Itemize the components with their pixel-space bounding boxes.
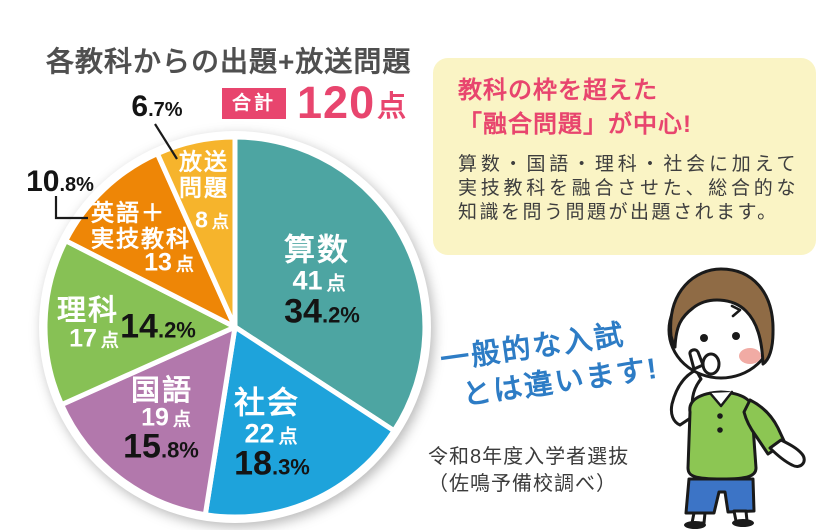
boy-extended-sleeve: [742, 398, 787, 456]
source-attribution: 令和8年度入学者選抜 （佐鳴予備校調べ）: [428, 444, 629, 498]
pie-slice-2: [59, 324, 238, 518]
info-heading-line2: 「融合問題」が中心!: [458, 111, 692, 138]
boy-blush: [739, 348, 761, 364]
boy-shorts: [684, 477, 756, 515]
info-box: 教科の枠を超えた 「融合問題」が中心! 算数・国語・理科・社会に加えて実技教科を…: [433, 58, 816, 255]
pie-slice-3: [42, 238, 238, 408]
pie-leader-line-4: [54, 196, 88, 220]
pie-leader-line-5: [154, 123, 178, 160]
boy-eye-right: [732, 332, 740, 340]
source-line1: 令和8年度入学者選抜: [428, 446, 630, 468]
total-score-row: 合計 120 点: [222, 77, 407, 128]
source-line2: （佐鳴予備校調べ）: [428, 473, 617, 495]
boy-collar: [708, 390, 734, 408]
boy-shoe-left: [684, 521, 706, 529]
total-badge: 合計: [222, 87, 287, 120]
boy-hair: [669, 267, 775, 366]
total-value: 120: [297, 77, 376, 128]
page-title: 各教科からの出題+放送問題: [46, 46, 412, 77]
info-body: 算数・国語・理科・社会に加えて実技教科を融合させた、総合的な知識を問う問題が出題…: [458, 154, 798, 223]
boy-raised-arm: [669, 368, 703, 427]
boy-extended-hand: [768, 438, 806, 468]
pie-slice-5: [154, 134, 238, 330]
info-heading-line1: 教科の枠を超えた: [458, 77, 658, 104]
boy-shoe-right: [732, 519, 754, 527]
boy-eye-left: [700, 334, 708, 342]
total-unit: 点: [377, 91, 407, 124]
thinking-boy-illustration: [667, 267, 806, 529]
boy-button-1: [717, 413, 723, 419]
pie-slice-4: [63, 151, 238, 330]
pie-slice-1: [202, 324, 397, 520]
info-heading: 教科の枠を超えた 「融合問題」が中心!: [458, 74, 792, 142]
boy-eyebrow: [730, 304, 742, 318]
boy-button-2: [717, 427, 723, 433]
boy-finger: [688, 348, 705, 371]
boy-mouth: [701, 352, 721, 376]
